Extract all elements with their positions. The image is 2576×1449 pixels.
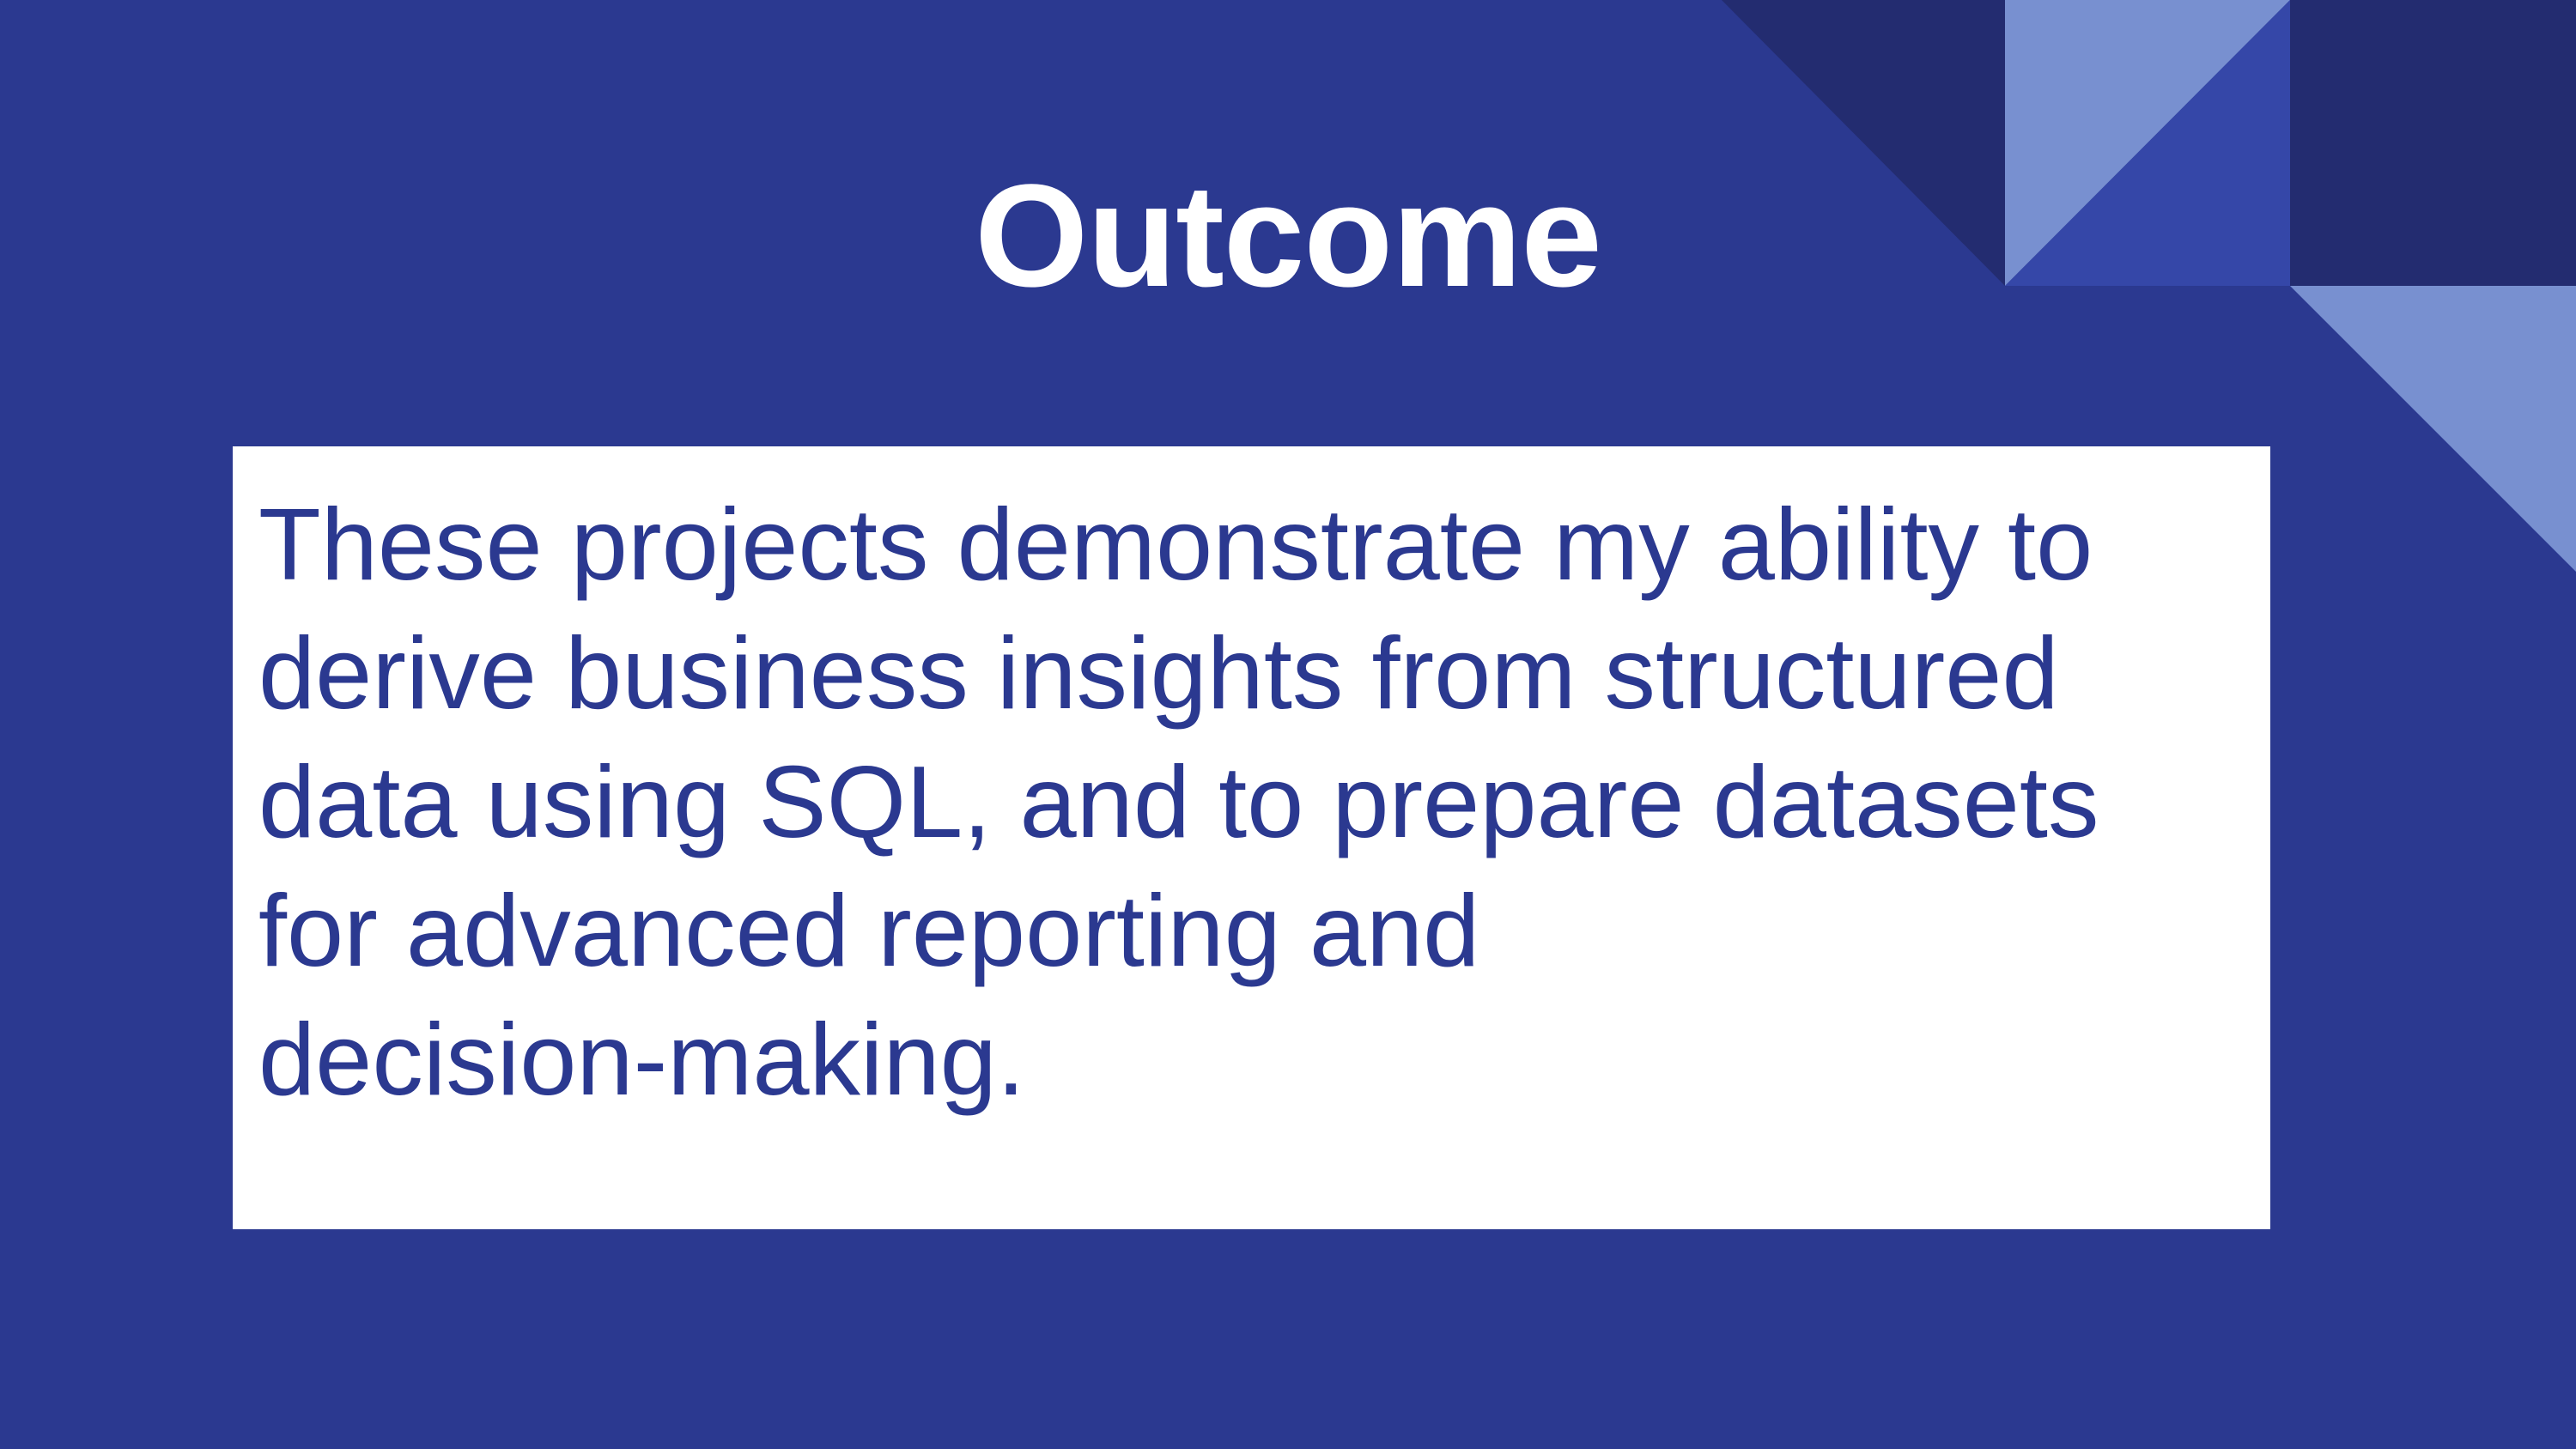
body-line-2: derive business insights from structured bbox=[258, 616, 2059, 731]
mid-triangle-center bbox=[2005, 0, 2290, 286]
body-line-5: decision-making. bbox=[258, 1003, 1025, 1117]
body-line-4: for advanced reporting and bbox=[258, 874, 1480, 988]
dark-square-right bbox=[2290, 0, 2576, 286]
text-box: These projects demonstrate my ability to… bbox=[233, 446, 2270, 1229]
body-line-1: These projects demonstrate my ability to bbox=[258, 488, 2093, 602]
light-triangle-bottom-right bbox=[2290, 286, 2576, 572]
slide-title: Outcome bbox=[975, 155, 1602, 318]
dark-triangle-left bbox=[1722, 0, 2005, 286]
body-line-3: data using SQL, and to prepare datasets bbox=[258, 745, 2099, 859]
body-paragraph: These projects demonstrate my ability to… bbox=[258, 481, 2245, 1125]
